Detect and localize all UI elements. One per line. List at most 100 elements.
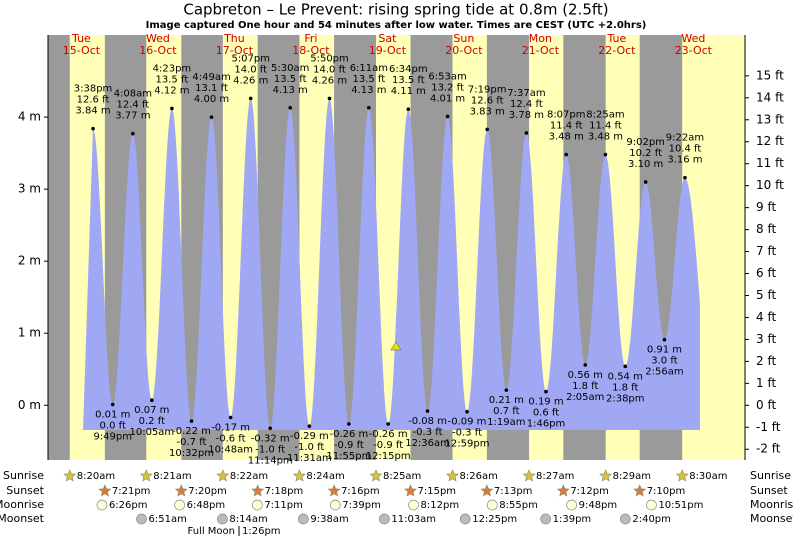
moonrise-icon [646, 499, 657, 511]
foreground: Tue15-OctWed16-OctThu17-OctFri18-OctSat1… [0, 32, 793, 537]
extreme-feet: -1.0 ft [255, 444, 285, 455]
y2-tick-label: 14 ft [756, 90, 784, 104]
extreme-meters: 4.13 m [351, 85, 386, 96]
extreme-time: 3:38pm [74, 84, 113, 95]
extreme-meters: 0.07 m [134, 405, 169, 416]
moonrise-time: 9:48pm [579, 500, 618, 511]
sunrise-time: 8:24am [306, 471, 344, 482]
extreme-dot [327, 96, 332, 101]
extreme-time: 10:48am [208, 445, 253, 456]
extreme-time: 12:59pm [445, 439, 490, 450]
sunrise-icon [216, 469, 230, 482]
moonset-time: 6:51am [149, 514, 187, 525]
day-date: 15-Oct [63, 44, 101, 57]
extreme-feet: 0.0 ft [100, 421, 126, 432]
extreme-dot [603, 152, 608, 157]
extreme-time: 1:46pm [527, 419, 566, 430]
moonset-time: 2:40pm [632, 514, 671, 525]
extreme-time: 2:56am [645, 367, 683, 378]
row-label: Sunset [6, 484, 44, 497]
extreme-meters: 4.11 m [391, 86, 426, 97]
extreme-feet: 10.2 ft [629, 148, 662, 159]
extreme-dot [683, 175, 687, 180]
day-date: 19-Oct [369, 44, 407, 57]
extreme-meters: 3.10 m [628, 159, 663, 170]
sunrise-time: 8:20am [77, 471, 115, 482]
extreme-dot [583, 363, 588, 367]
extreme-time: 5:07pm [231, 53, 270, 64]
sunrise-icon [522, 469, 536, 482]
extreme-feet: -0.3 ft [452, 428, 482, 439]
extreme-feet: -1.0 ft [294, 442, 324, 453]
y2-tick-label: 7 ft [756, 244, 776, 258]
extreme-dot [248, 96, 253, 101]
extreme-meters: -0.09 m [448, 417, 487, 428]
extreme-time: 11:14pm [248, 455, 293, 466]
extreme-dot [623, 364, 628, 369]
day-name: Thu [223, 32, 245, 45]
y2-tick-label: 13 ft [756, 112, 784, 126]
sunset-icon [174, 484, 188, 497]
extreme-meters: 3.48 m [588, 132, 623, 143]
extreme-time: 2:05am [566, 392, 604, 403]
y-tick-label: 2 m [18, 254, 41, 268]
sunset-icon [327, 484, 341, 497]
extreme-meters: -0.26 m [369, 429, 408, 440]
extreme-dot [189, 419, 194, 423]
extreme-feet: 0.7 ft [493, 406, 519, 417]
extreme-time: 10:05am [129, 427, 174, 438]
extreme-time: 1:19am [487, 417, 525, 428]
extreme-meters: 4.26 m [233, 75, 268, 86]
sunset-icon [98, 484, 112, 497]
extreme-dot [268, 426, 273, 431]
day-date: 21-Oct [522, 44, 560, 57]
extreme-meters: 0.19 m [528, 397, 563, 408]
moonrise-icon [96, 499, 108, 511]
day-date: 16-Oct [139, 44, 177, 57]
extreme-feet: 1.8 ft [612, 382, 638, 393]
chart-subtitle: Image captured One hour and 54 minutes a… [146, 20, 647, 31]
extreme-time: 5:50pm [310, 53, 349, 64]
moonset-icon [620, 513, 631, 525]
extreme-time: 12:36am [405, 438, 450, 449]
sunset-time: 7:12pm [570, 486, 609, 497]
extreme-meters: -0.29 m [290, 431, 329, 442]
row-label: Moonset [0, 512, 45, 525]
y2-tick-label: 3 ft [756, 332, 776, 346]
y2-tick-label: -2 ft [756, 442, 781, 456]
extreme-time: 6:11am [350, 63, 388, 74]
extreme-dot [209, 115, 214, 119]
extreme-time: 4:08am [114, 89, 152, 100]
moonset-icon [379, 513, 390, 525]
y2-tick-label: 2 ft [756, 354, 776, 368]
extreme-dot [347, 422, 351, 426]
moonrise-time: 8:55pm [499, 500, 538, 511]
sunrise-time: 8:22am [230, 471, 268, 482]
extreme-feet: -0.3 ft [413, 427, 443, 438]
extreme-time: 9:22am [666, 133, 704, 144]
moonset-icon [217, 513, 228, 525]
extreme-time: 6:53am [428, 71, 466, 82]
sunrise-icon [446, 469, 459, 482]
full-moon-time: 1:26pm [242, 526, 281, 537]
extreme-feet: 13.2 ft [431, 82, 464, 93]
moonrise-time: 10:51pm [658, 500, 703, 511]
extreme-dot [228, 415, 233, 420]
row-label: Sunrise [3, 469, 44, 482]
sunset-icon [480, 484, 494, 497]
extreme-dot [406, 107, 411, 111]
y2-tick-label: 0 ft [756, 398, 776, 412]
extreme-meters: 4.01 m [430, 93, 465, 104]
sunrise-icon [292, 469, 306, 482]
extreme-dot [662, 337, 667, 342]
y2-tick-label: 1 ft [756, 376, 776, 390]
extreme-time: 9:02pm [626, 137, 665, 148]
moonset-time: 11:03am [391, 514, 436, 525]
extreme-time: 4:23pm [153, 63, 192, 74]
sunrise-icon [675, 469, 689, 482]
extreme-dot [445, 114, 450, 119]
sunrise-time: 8:30am [689, 471, 727, 482]
sunrise-time: 8:25am [383, 471, 421, 482]
extreme-time: 2:38pm [606, 393, 645, 404]
